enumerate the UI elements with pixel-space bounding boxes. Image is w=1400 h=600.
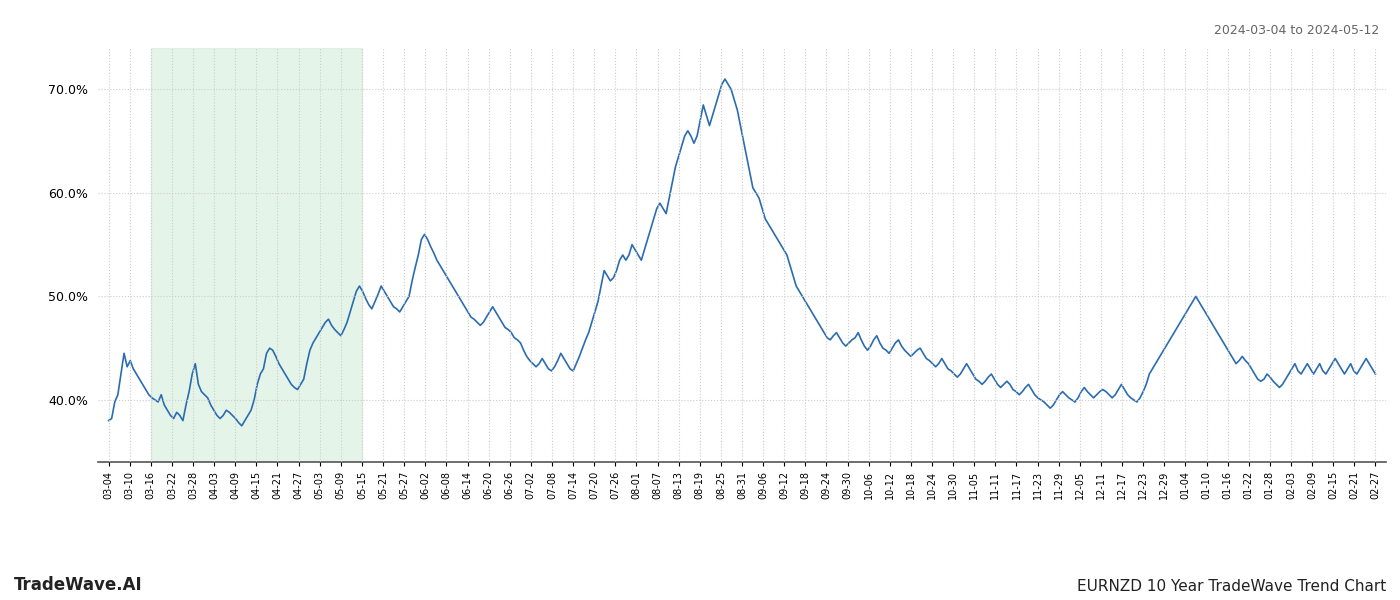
Bar — [151, 48, 363, 462]
Text: EURNZD 10 Year TradeWave Trend Chart: EURNZD 10 Year TradeWave Trend Chart — [1077, 579, 1386, 594]
Text: 2024-03-04 to 2024-05-12: 2024-03-04 to 2024-05-12 — [1214, 24, 1379, 37]
Text: TradeWave.AI: TradeWave.AI — [14, 576, 143, 594]
